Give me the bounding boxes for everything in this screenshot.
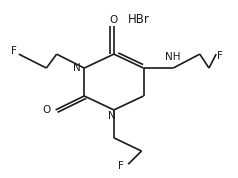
Text: F: F [217, 51, 223, 61]
Text: O: O [110, 15, 118, 25]
Text: HBr: HBr [128, 14, 149, 27]
Text: F: F [118, 161, 124, 171]
Text: O: O [42, 105, 50, 115]
Text: NH: NH [165, 52, 181, 62]
Text: N: N [73, 63, 80, 73]
Text: N: N [108, 111, 116, 121]
Text: F: F [11, 46, 17, 56]
